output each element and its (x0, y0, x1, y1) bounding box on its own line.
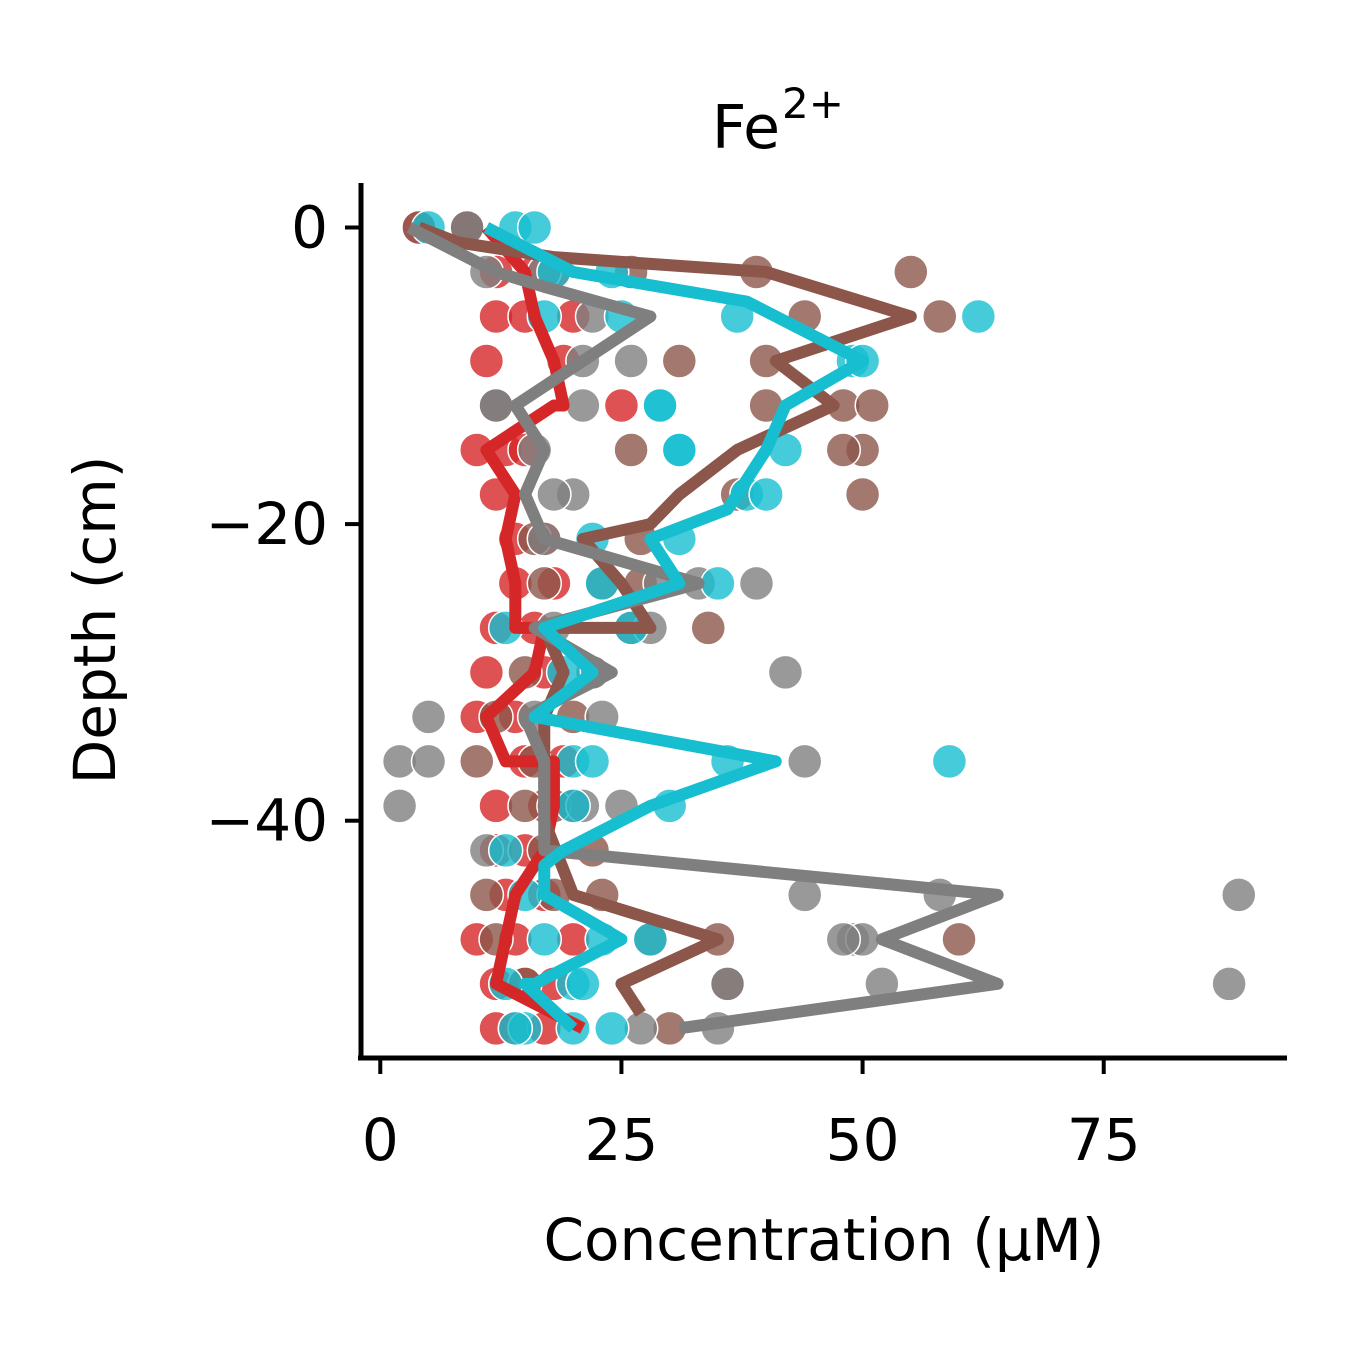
y-axis-label: Depth (cm) (61, 456, 129, 785)
y-ticks: 0 −20 −40 (206, 193, 361, 855)
series-4-point (574, 743, 611, 780)
series-2-point (613, 432, 649, 468)
mean-lines (406, 221, 1004, 1035)
series-2-point (941, 921, 977, 958)
series-2-point (661, 343, 698, 379)
series-2-point (922, 298, 958, 335)
series-3-point (767, 654, 804, 691)
series-3-point (1221, 877, 1257, 913)
x-tick-label: 50 (826, 1106, 900, 1174)
chart-title-superscript: 2+ (782, 79, 844, 128)
series-2-point (844, 476, 881, 513)
series-4-point (642, 387, 678, 424)
series-4-line (483, 222, 869, 1033)
series-3-point (381, 788, 418, 824)
series-3-point (825, 921, 862, 958)
series-3-point (738, 565, 775, 602)
series-4-point (931, 743, 968, 780)
series-2-point (690, 610, 726, 646)
series-3-point (709, 966, 746, 1002)
y-tick-label: −20 (206, 490, 328, 558)
y-tick-label: 0 (291, 193, 328, 261)
series-4-point (594, 1010, 630, 1047)
series-3-point (565, 387, 601, 424)
x-tick-label: 0 (362, 1106, 399, 1174)
series-1-point (468, 343, 505, 379)
series-3-point (786, 743, 823, 780)
series-2-point (893, 254, 929, 290)
series-4-point (516, 209, 553, 246)
series-3-point (536, 476, 572, 513)
series-3-point (1211, 966, 1247, 1002)
x-tick-label: 75 (1067, 1106, 1141, 1174)
series-3-point (613, 343, 649, 379)
series-layer (381, 209, 1257, 1047)
series-1-point (603, 387, 640, 424)
series-4-point (497, 1010, 534, 1047)
series-4-point (748, 476, 784, 513)
series-2-point (854, 387, 890, 424)
x-ticks: 0 25 50 75 (362, 1058, 1141, 1174)
x-tick-label: 25 (585, 1106, 659, 1174)
y-tick-label: −40 (206, 787, 328, 855)
series-3-point (410, 699, 447, 735)
chart-title: Fe (712, 93, 780, 163)
series-4-point (960, 298, 997, 335)
series-2-point (526, 565, 563, 602)
series-2-point (468, 877, 505, 913)
series-4-point (487, 832, 524, 869)
series-4-point (555, 788, 591, 824)
series-3-point (410, 743, 447, 780)
series-1-point (468, 654, 505, 691)
series-4-point (565, 966, 601, 1002)
series-4-point (526, 921, 563, 958)
series-3-point (478, 387, 514, 424)
series-4-point (661, 432, 698, 468)
series-2-point (825, 432, 862, 468)
series-2-point (459, 743, 495, 780)
series-4-point (700, 565, 736, 602)
x-axis-label: Concentration (μM) (544, 1206, 1105, 1274)
